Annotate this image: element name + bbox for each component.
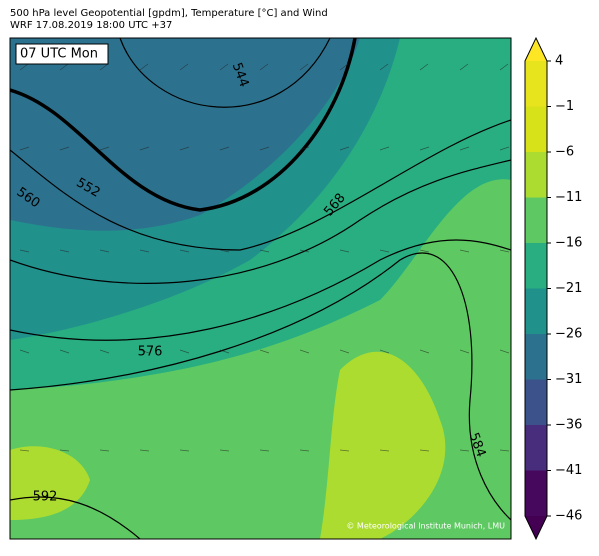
time-label: 07 UTC Mon — [20, 47, 98, 62]
colorbar-band — [525, 243, 547, 289]
colorbar-band — [525, 197, 547, 243]
contour-label: 576 — [138, 345, 163, 360]
colorbar-tick-label: −31 — [555, 372, 582, 387]
colorbar-tick-label: −16 — [555, 236, 582, 251]
credit: © Meteorological Institute Munich, LMU — [346, 522, 505, 531]
colorbar-band — [525, 152, 547, 198]
colorbar-over — [525, 38, 547, 61]
time-box — [15, 43, 109, 65]
colorbar-band — [525, 61, 547, 107]
colorbar-tick-label: −46 — [555, 509, 582, 524]
colorbar-tick-label: −41 — [555, 463, 582, 478]
colorbar-tick-label: −1 — [555, 99, 574, 114]
colorbar-band — [525, 106, 547, 152]
colorbar-band — [525, 425, 547, 471]
contour-label: 592 — [33, 490, 58, 505]
map: 544 552 560 568 576 584 592 © Meteorolog… — [10, 38, 511, 539]
colorbar-band — [525, 379, 547, 425]
colorbar-tick-label: 4 — [555, 54, 563, 69]
colorbar-tick-label: −11 — [555, 190, 582, 205]
colorbar-under — [525, 516, 547, 539]
colorbar-tick-label: −26 — [555, 327, 582, 342]
colorbar-tick-label: −21 — [555, 281, 582, 296]
colorbar-tick-label: −36 — [555, 418, 582, 433]
title: 500 hPa level Geopotential [gpdm], Tempe… — [10, 8, 328, 19]
map-frame — [9, 37, 512, 540]
colorbar-tick-label: −6 — [555, 145, 574, 160]
colorbar-band — [525, 470, 547, 516]
subtitle: WRF 17.08.2019 18:00 UTC +37 — [10, 20, 172, 31]
colorbar-band — [525, 334, 547, 380]
colorbar-band — [525, 288, 547, 334]
colorbar: 4 −1 −6 −11 −16 −21 −26 −31 −36 −41 −46 — [524, 36, 582, 541]
